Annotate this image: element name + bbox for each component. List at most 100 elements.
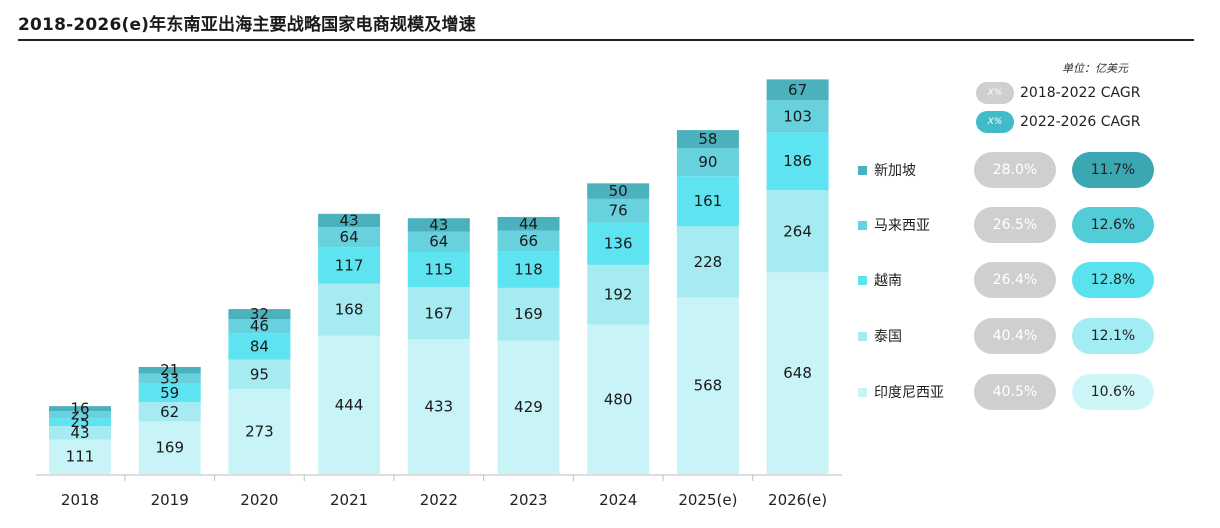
cagr-2022-2026-pill: 12.8% bbox=[1072, 262, 1154, 298]
data-label: 76 bbox=[609, 202, 628, 220]
bar-segment bbox=[138, 383, 201, 403]
bar-segment bbox=[497, 287, 560, 341]
bar-segment bbox=[228, 319, 291, 334]
legend-label: 新加坡 bbox=[874, 163, 916, 179]
data-label: 67 bbox=[788, 81, 807, 99]
data-label: 103 bbox=[783, 107, 812, 125]
legend-label: 马来西亚 bbox=[874, 218, 930, 234]
data-label: 111 bbox=[66, 448, 95, 466]
bar-segment bbox=[407, 251, 470, 288]
cagr-2022-2026-pill: 12.1% bbox=[1072, 318, 1154, 354]
cagr-2022-2026-pill: 11.7% bbox=[1072, 152, 1154, 188]
bar-segment bbox=[407, 339, 470, 474]
bar-segment bbox=[228, 359, 291, 390]
data-label: 62 bbox=[160, 403, 179, 421]
data-label: 43 bbox=[70, 424, 89, 442]
data-label: 273 bbox=[245, 423, 274, 441]
cagr-2022-2026-pill: 10.6% bbox=[1072, 374, 1154, 410]
bar-segment bbox=[766, 272, 829, 474]
data-label: 161 bbox=[694, 192, 723, 210]
title-rule bbox=[18, 39, 1194, 41]
bar-segment bbox=[138, 366, 201, 374]
data-label: 66 bbox=[519, 232, 538, 250]
data-label: 33 bbox=[160, 370, 179, 388]
bar-segment bbox=[49, 439, 111, 474]
legend-label: 越南 bbox=[874, 273, 902, 289]
bar-segment bbox=[587, 198, 650, 223]
data-label: 32 bbox=[250, 305, 269, 323]
cagr-key-2022-2026: X% 2022-2026 CAGR bbox=[976, 110, 1140, 134]
data-label: 64 bbox=[340, 228, 359, 246]
legend-row-malaysia: 马来西亚 26.5% 12.6% bbox=[858, 207, 1198, 243]
bar-segment bbox=[766, 190, 829, 273]
data-label: 169 bbox=[514, 305, 543, 323]
x-tick-label: 2020 bbox=[240, 491, 278, 509]
legend-swatch bbox=[858, 275, 867, 285]
bar-segment bbox=[497, 216, 560, 231]
cagr-key-pill: X% bbox=[976, 111, 1014, 133]
data-label: 43 bbox=[340, 212, 359, 230]
data-label: 192 bbox=[604, 286, 633, 304]
x-tick-label: 2023 bbox=[509, 491, 547, 509]
bar-segment bbox=[407, 218, 470, 232]
data-label: 117 bbox=[335, 256, 364, 274]
data-label: 90 bbox=[698, 153, 717, 171]
bar-segment bbox=[138, 421, 201, 474]
data-label: 44 bbox=[519, 215, 538, 233]
bar-segment bbox=[138, 373, 201, 384]
legend-swatch bbox=[858, 387, 867, 397]
x-tick-label: 2025(e) bbox=[678, 491, 737, 509]
bar-segment bbox=[587, 222, 650, 265]
bar-segment bbox=[49, 426, 111, 440]
data-label: 64 bbox=[429, 233, 448, 251]
data-label: 136 bbox=[604, 235, 633, 253]
cagr-2018-2022-pill: 40.4% bbox=[974, 318, 1056, 354]
bar-segment bbox=[228, 389, 291, 474]
data-label: 480 bbox=[604, 390, 633, 408]
data-label: 43 bbox=[429, 216, 448, 234]
data-label: 59 bbox=[160, 384, 179, 402]
data-label: 167 bbox=[424, 304, 453, 322]
legend-row-vietnam: 越南 26.4% 12.8% bbox=[858, 262, 1198, 298]
data-label: 264 bbox=[783, 222, 812, 240]
chart-title: 2018-2026(e)年东南亚出海主要战略国家电商规模及增速 bbox=[18, 15, 476, 35]
legend-swatch bbox=[858, 220, 867, 230]
bar-segment bbox=[497, 230, 560, 252]
data-label: 429 bbox=[514, 398, 543, 416]
x-tick-label: 2019 bbox=[151, 491, 189, 509]
cagr-key-label: 2022-2026 CAGR bbox=[1020, 114, 1141, 130]
x-tick-label: 2021 bbox=[330, 491, 368, 509]
bar-segment bbox=[318, 213, 381, 228]
data-label: 50 bbox=[609, 182, 628, 200]
bar-segment bbox=[676, 297, 739, 474]
x-tick-label: 2022 bbox=[420, 491, 458, 509]
data-label: 168 bbox=[335, 301, 364, 319]
bar-segment bbox=[587, 264, 650, 325]
cagr-key-pill: X% bbox=[976, 82, 1014, 104]
x-tick-label: 2018 bbox=[61, 491, 99, 509]
bar-segment bbox=[497, 251, 560, 288]
cagr-2022-2026-pill: 12.6% bbox=[1072, 207, 1154, 243]
bar-segment bbox=[49, 411, 111, 419]
cagr-2018-2022-pill: 28.0% bbox=[974, 152, 1056, 188]
cagr-key-2018-2022: X% 2018-2022 CAGR bbox=[976, 81, 1140, 105]
bar-segment bbox=[676, 148, 739, 177]
data-label: 169 bbox=[155, 439, 184, 457]
data-label: 16 bbox=[70, 400, 89, 418]
data-label: 21 bbox=[160, 361, 179, 379]
bar-segment bbox=[497, 340, 560, 474]
data-label: 444 bbox=[335, 396, 364, 414]
bar-segment bbox=[407, 231, 470, 252]
cagr-2018-2022-pill: 40.5% bbox=[974, 374, 1056, 410]
bar-segment bbox=[228, 309, 291, 320]
bar-segment bbox=[766, 132, 829, 191]
stacked-bar-chart: 1114325231620181696259332120192739584463… bbox=[36, 79, 842, 509]
bar-segment bbox=[318, 283, 381, 336]
bar-segment bbox=[587, 183, 650, 199]
cagr-2018-2022-pill: 26.4% bbox=[974, 262, 1056, 298]
cagr-2018-2022-pill: 26.5% bbox=[974, 207, 1056, 243]
bar-segment bbox=[228, 333, 291, 360]
data-label: 433 bbox=[424, 398, 453, 416]
bar-segment bbox=[318, 247, 381, 284]
cagr-key-label: 2018-2022 CAGR bbox=[1020, 85, 1141, 101]
